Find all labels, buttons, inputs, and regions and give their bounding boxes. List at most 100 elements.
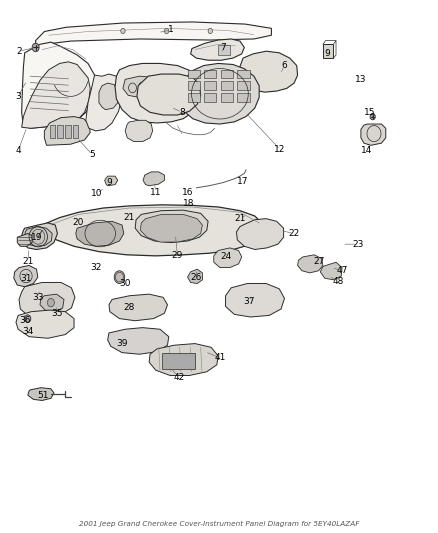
Text: 24: 24 <box>220 253 231 261</box>
Text: 5: 5 <box>89 150 95 159</box>
Circle shape <box>164 28 169 34</box>
Text: 16: 16 <box>182 188 193 197</box>
Circle shape <box>47 298 54 307</box>
Polygon shape <box>240 51 297 92</box>
Text: 6: 6 <box>282 61 287 70</box>
Text: 30: 30 <box>120 279 131 288</box>
Polygon shape <box>226 284 285 317</box>
Text: 27: 27 <box>313 257 324 265</box>
Polygon shape <box>16 310 74 338</box>
Text: 35: 35 <box>51 309 62 318</box>
Circle shape <box>121 28 125 34</box>
Text: 22: 22 <box>289 229 300 238</box>
Polygon shape <box>361 124 386 146</box>
Bar <box>187 93 200 102</box>
Text: 41: 41 <box>214 353 226 362</box>
Text: 34: 34 <box>22 327 33 336</box>
Text: 2001 Jeep Grand Cherokee Cover-Instrument Panel Diagram for 5EY40LAZAF: 2001 Jeep Grand Cherokee Cover-Instrumen… <box>79 521 359 527</box>
Bar <box>237 70 250 78</box>
Circle shape <box>370 114 375 120</box>
Text: 4: 4 <box>15 146 21 155</box>
Text: 21: 21 <box>234 214 246 223</box>
Polygon shape <box>115 63 201 123</box>
Polygon shape <box>44 117 90 146</box>
Bar <box>204 82 216 90</box>
Bar <box>187 82 200 90</box>
Text: 51: 51 <box>38 391 49 400</box>
Circle shape <box>32 43 39 52</box>
Text: 37: 37 <box>243 296 254 305</box>
Polygon shape <box>137 74 201 115</box>
Text: 23: 23 <box>352 240 364 249</box>
Circle shape <box>208 28 212 34</box>
Text: 14: 14 <box>361 146 372 155</box>
Polygon shape <box>180 63 259 124</box>
Text: 15: 15 <box>364 108 375 117</box>
Text: 9: 9 <box>106 178 112 187</box>
Text: 13: 13 <box>355 75 367 84</box>
Polygon shape <box>17 233 32 246</box>
Polygon shape <box>105 176 118 185</box>
Polygon shape <box>323 44 333 58</box>
Text: 28: 28 <box>124 303 135 312</box>
Polygon shape <box>40 205 262 256</box>
Text: 1: 1 <box>168 26 174 35</box>
Bar <box>65 125 71 138</box>
Bar <box>162 353 195 368</box>
Bar <box>204 70 216 78</box>
Text: 47: 47 <box>336 266 348 275</box>
Bar <box>73 125 78 138</box>
Polygon shape <box>297 255 323 273</box>
Text: 10: 10 <box>91 189 102 198</box>
Text: 21: 21 <box>124 213 135 222</box>
Polygon shape <box>14 265 38 287</box>
Circle shape <box>114 271 125 284</box>
Text: 2: 2 <box>16 47 22 55</box>
Text: 17: 17 <box>237 177 249 186</box>
Text: 39: 39 <box>117 339 128 348</box>
Polygon shape <box>123 76 158 98</box>
Polygon shape <box>86 74 122 131</box>
Bar <box>57 125 63 138</box>
Polygon shape <box>21 62 90 128</box>
Bar <box>221 82 233 90</box>
Polygon shape <box>109 294 167 321</box>
Polygon shape <box>108 328 169 354</box>
Text: 42: 42 <box>173 373 184 382</box>
Bar <box>187 70 200 78</box>
Text: 19: 19 <box>31 233 42 242</box>
Text: 21: 21 <box>22 257 33 265</box>
Text: 26: 26 <box>191 273 202 281</box>
Polygon shape <box>35 22 272 49</box>
Bar <box>49 125 55 138</box>
Polygon shape <box>214 248 242 268</box>
Text: 3: 3 <box>15 92 21 101</box>
Polygon shape <box>40 294 64 312</box>
Polygon shape <box>19 282 75 317</box>
Text: 9: 9 <box>325 50 330 58</box>
Polygon shape <box>21 223 57 249</box>
Polygon shape <box>320 262 342 280</box>
Text: 20: 20 <box>73 219 84 228</box>
Polygon shape <box>143 172 164 185</box>
Polygon shape <box>125 120 152 142</box>
Text: 48: 48 <box>332 277 343 286</box>
Bar <box>221 93 233 102</box>
Bar <box>204 93 216 102</box>
Text: 12: 12 <box>275 145 286 154</box>
Text: 31: 31 <box>20 273 32 282</box>
Polygon shape <box>99 83 118 110</box>
Text: 18: 18 <box>183 199 194 208</box>
Polygon shape <box>25 227 52 246</box>
Polygon shape <box>158 78 187 100</box>
Bar <box>221 70 233 78</box>
Text: 29: 29 <box>172 252 183 260</box>
Text: 32: 32 <box>90 263 102 272</box>
Polygon shape <box>28 387 54 400</box>
Bar <box>218 45 230 55</box>
Text: 8: 8 <box>179 108 185 117</box>
Polygon shape <box>135 210 208 243</box>
Polygon shape <box>191 39 244 60</box>
Polygon shape <box>237 219 284 249</box>
Polygon shape <box>187 269 202 284</box>
